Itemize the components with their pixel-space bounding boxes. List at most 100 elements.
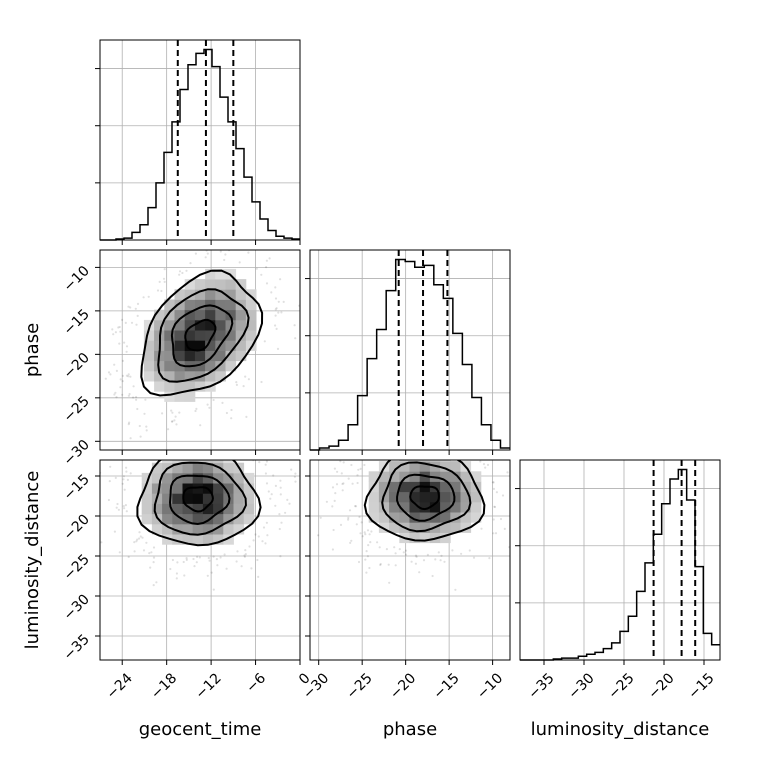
scatter-point — [155, 581, 158, 584]
scatter-point — [350, 463, 353, 467]
density-cell — [154, 319, 165, 331]
contour-level-3 — [153, 461, 247, 536]
scatter-point — [274, 314, 277, 317]
density-cell — [182, 534, 194, 545]
scatter-point — [422, 559, 426, 562]
scatter-point — [404, 549, 408, 552]
density-cell — [225, 279, 237, 290]
panel-hist-luminosity-distance — [515, 459, 721, 665]
density-cell — [399, 491, 410, 503]
density-cell — [215, 370, 226, 382]
scatter-point — [358, 515, 361, 519]
scatter-point — [452, 428, 454, 430]
density-cell — [151, 472, 163, 484]
density-cell — [419, 491, 431, 503]
density-cell — [182, 462, 194, 474]
scatter-point — [356, 481, 359, 485]
scatter-point — [152, 556, 156, 559]
x-tick-label-phase: −10 — [474, 670, 506, 702]
x-tick-label-phase: −15 — [431, 670, 463, 702]
scatter-point — [123, 488, 126, 491]
scatter-point — [119, 386, 122, 389]
density-cell — [174, 340, 186, 351]
scatter-point — [121, 380, 124, 383]
density-cell — [202, 472, 214, 484]
scatter-point — [245, 415, 248, 418]
density-cell — [399, 481, 410, 493]
scatter-point — [493, 505, 496, 508]
scatter-point — [414, 554, 418, 557]
scatter-point — [193, 565, 196, 568]
density-cell — [245, 340, 257, 351]
scatter-point — [122, 478, 125, 481]
x-tick-label-geocent-time: −12 — [193, 670, 225, 702]
scatter-point — [150, 551, 153, 554]
density-cell — [245, 330, 257, 341]
density-cell — [368, 471, 380, 482]
scatter-point — [525, 519, 527, 521]
density-cell — [192, 460, 204, 464]
y-tick-label-luminosity-distance: −20 — [61, 512, 93, 544]
density-cell — [235, 340, 247, 351]
density-cell — [192, 523, 204, 535]
scatter-point — [347, 477, 350, 480]
density-cell — [215, 360, 226, 372]
scatter-point — [182, 560, 185, 564]
scatter-point — [293, 324, 296, 327]
scatter-point — [175, 423, 178, 426]
density-cell — [419, 512, 431, 523]
scatter-point — [387, 563, 390, 566]
x-tick-label-phase: −25 — [344, 670, 376, 702]
scatter-point — [400, 429, 402, 431]
scatter-point — [379, 563, 382, 567]
scatter-point — [440, 554, 443, 557]
density-cell — [429, 501, 441, 513]
scatter-point — [434, 441, 436, 443]
scatter-point — [184, 438, 186, 440]
scatter-point — [127, 555, 130, 559]
scatter-point — [194, 409, 197, 413]
scatter-point — [339, 523, 343, 527]
density-cell — [184, 330, 196, 341]
scatter-point — [290, 468, 293, 471]
scatter-point — [135, 398, 138, 401]
panel-scatter-phase-luminosity-distance — [305, 420, 527, 665]
density-cell — [399, 461, 410, 472]
scatter-point — [264, 472, 267, 475]
density-cell — [378, 471, 390, 482]
scatter-point — [109, 373, 112, 376]
scatter-point — [244, 549, 247, 552]
scatter-point — [236, 550, 239, 553]
scatter-point — [225, 567, 228, 570]
density-cell — [184, 381, 196, 392]
xlabel-geocent-time: geocent_time — [139, 719, 262, 740]
scatter-point — [395, 444, 397, 446]
scatter-point — [240, 565, 243, 568]
scatter-point — [243, 555, 246, 558]
density-cell — [215, 350, 226, 362]
scatter-point — [107, 371, 111, 374]
scatter-point — [132, 385, 135, 388]
scatter-point — [472, 556, 476, 559]
density-cell — [399, 471, 410, 482]
density-cell — [440, 460, 451, 462]
scatter-point — [269, 497, 272, 500]
scatter-point — [244, 553, 247, 556]
density-cell — [172, 483, 183, 494]
scatter-point — [370, 451, 372, 453]
scatter-point — [257, 575, 260, 579]
density-cell — [233, 523, 245, 535]
scatter-point — [437, 420, 439, 422]
density-cell — [192, 503, 204, 515]
scatter-point — [144, 398, 147, 401]
density-cell — [151, 483, 163, 494]
scatter-point — [368, 566, 371, 570]
density-cell — [399, 460, 410, 462]
density-cell — [419, 522, 431, 533]
density-cell — [213, 523, 224, 535]
scatter-point — [219, 556, 222, 559]
scatter-point — [265, 460, 268, 463]
scatter-point — [117, 508, 120, 511]
density-cell — [233, 493, 245, 504]
scatter-point — [278, 527, 281, 531]
